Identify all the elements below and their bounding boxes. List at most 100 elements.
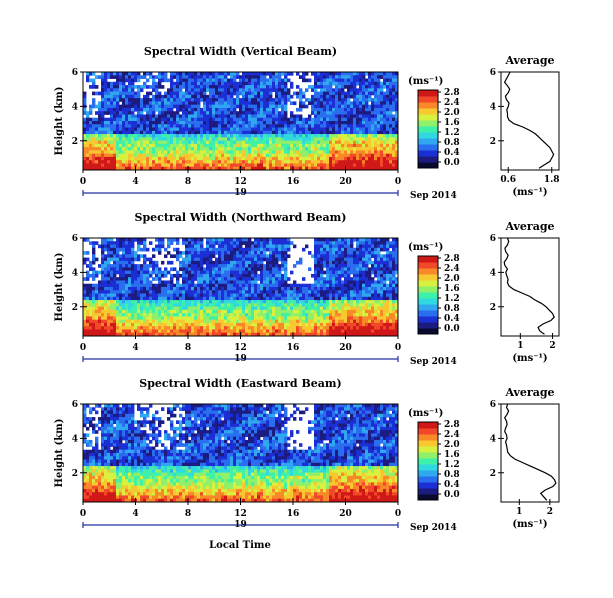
heatmap-cell <box>89 153 93 158</box>
heatmap-cell <box>266 280 270 285</box>
heatmap-cell <box>212 98 216 102</box>
heatmap-cell <box>350 300 354 304</box>
heatmap-cell <box>98 296 102 301</box>
heatmap-cell <box>275 160 279 164</box>
heatmap-cell <box>194 156 198 161</box>
heatmap-cell <box>377 150 381 155</box>
heatmap-cell <box>152 85 156 89</box>
heatmap-cell <box>206 104 210 109</box>
heatmap-cell <box>287 303 291 307</box>
heatmap-cell <box>263 91 267 96</box>
heatmap-cell <box>233 81 237 86</box>
heatmap-cell <box>119 296 123 301</box>
heatmap-cell <box>206 264 210 268</box>
heatmap-cell <box>194 107 198 112</box>
heatmap-cell <box>170 300 174 304</box>
heatmap-cell <box>182 101 186 106</box>
heatmap-cell <box>224 143 228 148</box>
heatmap-cell <box>341 72 345 76</box>
heatmap-cell <box>155 273 159 278</box>
heatmap-cell <box>86 166 90 171</box>
heatmap-cell <box>350 270 354 275</box>
heatmap-cell <box>170 107 174 112</box>
heatmap-cell <box>185 85 189 89</box>
heatmap-cell <box>188 267 192 272</box>
heatmap-cell <box>218 114 222 119</box>
heatmap-cell <box>215 130 219 135</box>
heatmap-cell <box>218 163 222 168</box>
heatmap-cell <box>386 260 390 265</box>
heatmap-cell <box>317 147 321 151</box>
heatmap-cell <box>236 163 240 168</box>
heatmap-cell <box>341 117 345 122</box>
heatmap-cell <box>212 140 216 145</box>
heatmap-cell <box>101 111 105 115</box>
heatmap-cell <box>116 241 120 245</box>
heatmap-cell <box>125 293 129 298</box>
heatmap-cell <box>266 300 270 304</box>
heatmap-cell <box>110 114 114 119</box>
heatmap-cell <box>185 101 189 106</box>
heatmap-cell <box>86 121 90 125</box>
heatmap-cell <box>209 111 213 115</box>
heatmap-cell <box>131 166 135 171</box>
heatmap-cell <box>194 238 198 242</box>
heatmap-cell <box>209 254 213 258</box>
heatmap-cell <box>161 153 165 158</box>
heatmap-cell <box>269 101 273 106</box>
heatmap-cell <box>182 78 186 83</box>
heatmap-cell <box>356 101 360 106</box>
heatmap-cell <box>311 300 315 304</box>
heatmap-cell <box>347 166 351 171</box>
heatmap-cell <box>125 153 129 158</box>
heatmap-cell <box>164 78 168 83</box>
heatmap-cell <box>302 143 306 148</box>
heatmap-cell <box>359 117 363 122</box>
heatmap-cell <box>353 277 357 281</box>
heatmap-cell <box>188 101 192 106</box>
heatmap-cell <box>299 94 303 99</box>
heatmap-cell <box>362 244 366 249</box>
heatmap-cell <box>113 247 117 252</box>
heatmap-cell <box>110 290 114 294</box>
heatmap-cell <box>365 85 369 89</box>
heatmap-cell <box>371 267 375 272</box>
heatmap-cell <box>353 264 357 268</box>
heatmap-cell <box>137 290 141 294</box>
heatmap-cell <box>86 153 90 158</box>
heatmap-cell <box>155 150 159 155</box>
heatmap-cell <box>209 140 213 145</box>
heatmap-cell <box>245 293 249 298</box>
heatmap-cell <box>368 130 372 135</box>
heatmap-cell <box>308 303 312 307</box>
heatmap-cell <box>311 130 315 135</box>
heatmap-cell <box>170 134 174 138</box>
heatmap-cell <box>287 156 291 161</box>
heatmap-cell <box>170 260 174 265</box>
heatmap-cell <box>95 117 99 122</box>
heatmap-cell <box>308 127 312 132</box>
heatmap-cell <box>116 238 120 242</box>
heatmap-cell <box>176 306 180 311</box>
heatmap-cell <box>149 117 153 122</box>
heatmap-cell <box>392 156 396 161</box>
heatmap-cell <box>221 104 225 109</box>
heatmap-cell <box>335 107 339 112</box>
heatmap-cell <box>116 306 120 311</box>
heatmap-cell <box>203 117 207 122</box>
heatmap-cell <box>329 121 333 125</box>
heatmap-cell <box>188 143 192 148</box>
heatmap-cell <box>236 75 240 79</box>
heatmap-cell <box>320 241 324 245</box>
heatmap-cell <box>341 303 345 307</box>
heatmap-cell <box>338 107 342 112</box>
heatmap-cell <box>83 137 87 141</box>
heatmap-cell <box>323 111 327 115</box>
heatmap-cell <box>317 127 321 132</box>
heatmap-cell <box>344 98 348 102</box>
heatmap-cell <box>320 117 324 122</box>
heatmap-cell <box>272 124 276 128</box>
heatmap-cell <box>365 134 369 138</box>
heatmap-cell <box>299 303 303 307</box>
heatmap-cell <box>314 280 318 285</box>
